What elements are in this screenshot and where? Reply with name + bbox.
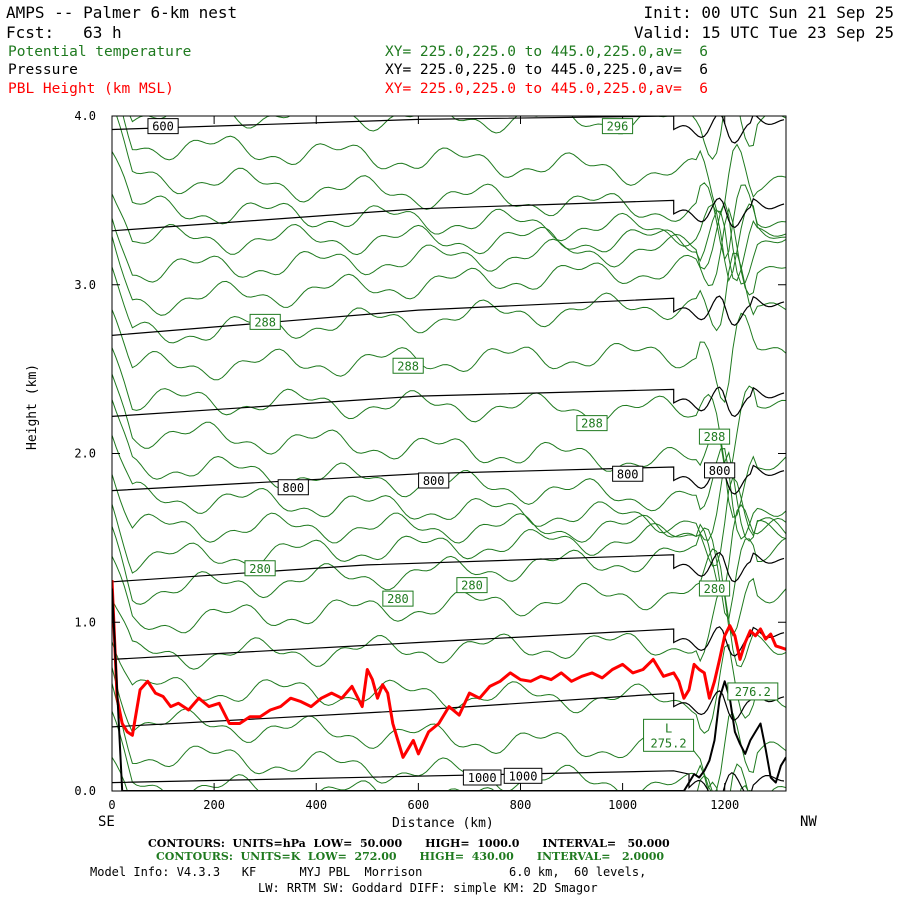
y-tick-label: 3.0 xyxy=(74,278,96,292)
x-axis-label: Distance (km) xyxy=(392,816,494,831)
pressure-contour-label: 800 xyxy=(418,472,450,489)
svg-text:800: 800 xyxy=(423,474,445,488)
svg-text:1000: 1000 xyxy=(509,769,538,783)
x-tick-label: 600 xyxy=(408,798,430,812)
x-tick-label: 0 xyxy=(108,798,115,812)
theta-contour xyxy=(112,309,786,404)
theta-contour xyxy=(112,207,786,316)
nw-label: NW xyxy=(800,814,817,830)
pbl-height-line xyxy=(112,580,786,759)
pressure-contour-label: 1000 xyxy=(503,767,543,784)
theta-contour xyxy=(112,587,786,670)
svg-text:280: 280 xyxy=(461,579,483,593)
x-tick-label: 800 xyxy=(510,798,532,812)
pressure-contour-label: 1000 xyxy=(462,769,502,786)
theta-contour xyxy=(112,474,786,567)
se-label: SE xyxy=(98,814,115,830)
svg-text:288: 288 xyxy=(704,430,726,444)
theta-contour xyxy=(112,683,786,791)
y-axis-label: Height (km) xyxy=(25,363,40,450)
theta-contour-label: 296 xyxy=(601,118,634,135)
theta-contour xyxy=(112,347,786,479)
footer-model-info: Model Info: V4.3.3 KF MYJ PBL Morrison 6… xyxy=(90,865,647,879)
svg-text:800: 800 xyxy=(709,464,731,478)
y-tick-label: 4.0 xyxy=(74,109,96,123)
svg-text:280: 280 xyxy=(249,562,271,576)
y-tick-label: 0.0 xyxy=(74,784,96,798)
svg-text:600: 600 xyxy=(152,120,174,134)
svg-text:280: 280 xyxy=(387,592,409,606)
field-name-theta: Potential temperature xyxy=(8,44,192,60)
pressure-contour xyxy=(112,116,785,144)
valid-time: Valid: 15 UTC Tue 23 Sep 25 xyxy=(633,23,894,42)
svg-text:288: 288 xyxy=(581,417,603,431)
footer-model-info-2: LW: RRTM SW: Goddard DIFF: simple KM: 2D… xyxy=(258,881,598,895)
theta-contour xyxy=(112,399,786,540)
svg-text:800: 800 xyxy=(617,467,639,481)
theta-contour xyxy=(112,13,786,97)
theta-contour-label: 280 xyxy=(698,580,731,597)
terrain-line xyxy=(112,588,786,791)
pressure-contour xyxy=(112,386,785,418)
footer-pressure-contours: CONTOURS: UNITS=hPa LOW= 50.000 HIGH= 10… xyxy=(148,837,670,850)
field-xy-pbl: XY= 225.0,225.0 to 445.0,225.0,av= 6 xyxy=(385,81,709,97)
svg-text:275.2: 275.2 xyxy=(650,736,686,750)
plot-title: AMPS -- Palmer 6-km nest xyxy=(6,3,238,22)
theta-contour xyxy=(112,373,786,519)
theta-contour-label: 288 xyxy=(576,415,608,432)
pressure-contour-label: 600 xyxy=(147,118,179,135)
pressure-contour-label: 800 xyxy=(612,465,644,482)
theta-contour xyxy=(122,116,786,216)
x-tick-label: 1200 xyxy=(710,798,739,812)
y-tick-label: 2.0 xyxy=(74,447,96,461)
theta-contour xyxy=(116,116,786,261)
svg-text:288: 288 xyxy=(254,315,276,329)
pressure-contour xyxy=(112,770,785,791)
pressure-contour xyxy=(112,197,785,232)
theta-contour-label: 280 xyxy=(382,590,414,607)
theta-contour xyxy=(112,151,786,282)
init-time: Init: 00 UTC Sun 21 Sep 25 xyxy=(643,3,894,22)
svg-text:288: 288 xyxy=(397,359,419,373)
theta-contour xyxy=(112,434,786,542)
svg-text:296: 296 xyxy=(607,120,629,134)
pressure-contour xyxy=(112,295,785,336)
field-xy-pressure: XY= 225.0,225.0 to 445.0,225.0,av= 6 xyxy=(385,62,709,78)
theta-contour-label: 288 xyxy=(392,357,424,374)
theta-contour-label: 280 xyxy=(244,560,276,577)
field-name-pbl: PBL Height (km MSL) xyxy=(8,81,174,97)
theta-contour xyxy=(112,193,786,282)
theta-minimum-label: 276.2 xyxy=(727,682,779,701)
svg-text:800: 800 xyxy=(282,481,304,495)
x-tick-label: 1000 xyxy=(608,798,637,812)
svg-text:276.2: 276.2 xyxy=(735,685,771,699)
theta-contour xyxy=(112,200,786,285)
pressure-contour xyxy=(112,626,785,660)
theta-contour xyxy=(112,252,786,344)
svg-text:1000: 1000 xyxy=(468,771,497,785)
x-tick-label: 200 xyxy=(203,798,225,812)
theta-contour-label: 280 xyxy=(456,577,488,594)
forecast-hour: Fcst: 63 h xyxy=(6,23,122,42)
theta-contour-label: 288 xyxy=(249,313,281,330)
plot-frame xyxy=(111,115,787,792)
footer-theta-contours: CONTOURS: UNITS=K LOW= 272.00 HIGH= 430.… xyxy=(156,850,665,863)
pressure-contour-label: 800 xyxy=(277,479,309,496)
theta-contour xyxy=(112,503,786,593)
theta-contour xyxy=(112,548,786,637)
svg-text:L: L xyxy=(665,721,672,735)
y-tick-label: 1.0 xyxy=(74,615,96,629)
svg-text:280: 280 xyxy=(704,582,726,596)
field-xy-theta: XY= 225.0,225.0 to 445.0,225.0,av= 6 xyxy=(385,44,709,60)
x-tick-label: 400 xyxy=(305,798,327,812)
theta-contour xyxy=(112,526,786,621)
pressure-contour-label: 800 xyxy=(704,462,736,479)
pressure-contour xyxy=(112,551,785,583)
field-name-pressure: Pressure xyxy=(8,62,78,78)
theta-contour-label: 288 xyxy=(698,428,731,445)
